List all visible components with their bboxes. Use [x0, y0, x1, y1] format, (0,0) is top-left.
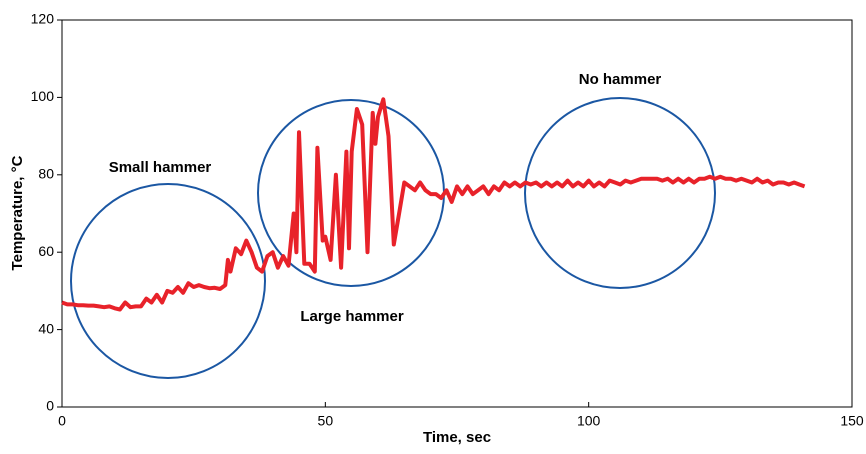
y-tick-label: 120 — [31, 11, 55, 27]
annotation: No hammer — [579, 71, 662, 88]
y-tick-label: 0 — [46, 398, 54, 414]
x-tick-label: 0 — [58, 413, 66, 429]
annotation-circle — [70, 183, 266, 379]
x-axis-label: Time, sec — [423, 429, 491, 446]
y-axis-label: Temperature, °C — [9, 155, 26, 270]
y-tick-label: 100 — [31, 88, 55, 104]
y-tick-label: 40 — [38, 320, 54, 336]
annotation: Large hammer — [300, 308, 404, 325]
y-tick-label: 60 — [38, 243, 54, 259]
annotation: Small hammer — [109, 159, 212, 176]
annotation-circle — [524, 97, 716, 289]
x-tick-label: 150 — [840, 413, 864, 429]
x-tick-label: 100 — [577, 413, 601, 429]
plot-frame — [61, 19, 853, 408]
line-series — [61, 97, 806, 312]
y-tick-label: 80 — [38, 166, 54, 182]
x-tick-label: 50 — [318, 413, 334, 429]
